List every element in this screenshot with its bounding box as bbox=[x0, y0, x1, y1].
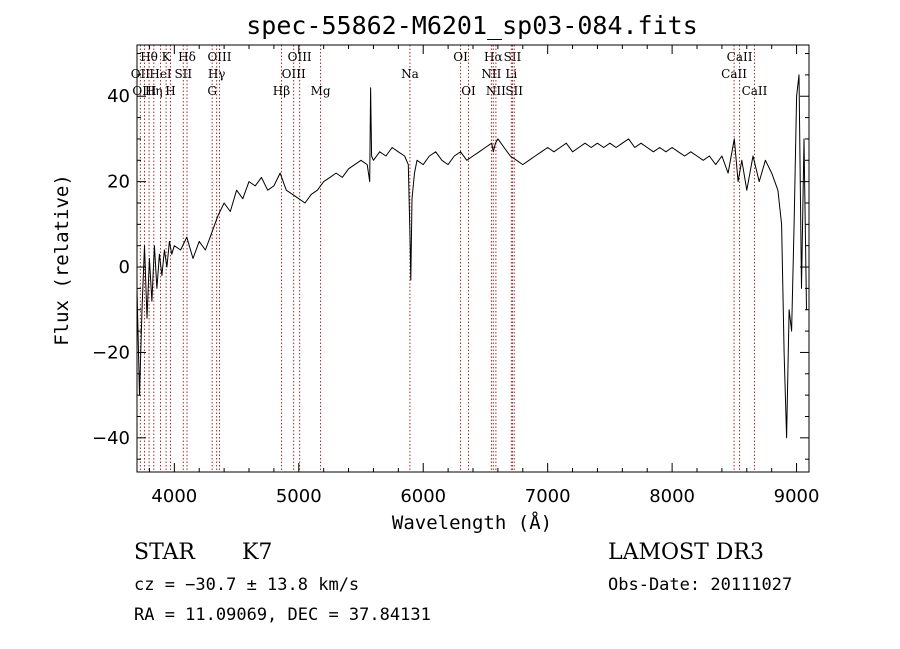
marker-label: OIII bbox=[282, 67, 306, 81]
spectrum-series bbox=[136, 74, 807, 439]
redshift-value: cz = −30.7 ± 13.8 km/s bbox=[134, 575, 360, 595]
chart-title: spec-55862-M6201_sp03-084.fits bbox=[246, 11, 698, 40]
marker-label: OIII bbox=[132, 84, 156, 98]
marker-label: Hα bbox=[484, 50, 503, 64]
marker-label: Mg bbox=[311, 84, 331, 98]
sky-coordinates: RA = 11.09069, DEC = 37.84131 bbox=[134, 605, 431, 625]
marker-label: Li bbox=[505, 67, 517, 81]
marker-label: CaII bbox=[727, 50, 753, 64]
marker-label: CaII bbox=[742, 84, 768, 98]
plot-frame bbox=[136, 44, 810, 473]
marker-label: OI bbox=[461, 84, 476, 98]
marker-label: OIII bbox=[288, 50, 312, 64]
x-tick-label: 8000 bbox=[649, 486, 695, 507]
marker-label: Hγ bbox=[208, 67, 226, 81]
x-tick-label: 7000 bbox=[525, 486, 571, 507]
marker-label: SII bbox=[505, 84, 523, 98]
marker-label: OIII bbox=[207, 50, 231, 64]
y-tick-label: 0 bbox=[119, 257, 130, 278]
y-tick-label: 20 bbox=[107, 172, 130, 193]
object-class: STAR bbox=[134, 540, 195, 565]
survey-name: LAMOST DR3 bbox=[608, 540, 764, 565]
marker-label: OI bbox=[453, 50, 468, 64]
marker-label: G bbox=[207, 84, 217, 98]
marker-label: SII bbox=[504, 50, 522, 64]
marker-label: Hη bbox=[145, 84, 163, 98]
y-axis-label: Flux (relative) bbox=[51, 174, 73, 346]
marker-label: Hδ bbox=[178, 50, 196, 64]
marker-label: Na bbox=[401, 67, 419, 81]
x-axis-label: Wavelength (Å) bbox=[392, 511, 552, 534]
marker-label: Hβ bbox=[273, 84, 290, 98]
spectrum-line bbox=[136, 74, 807, 439]
axis-ticks: 4000 5000 6000 7000 8000 9000 −40 −20 0 20 40 bbox=[92, 45, 819, 507]
x-tick-label: 9000 bbox=[774, 486, 820, 507]
marker-label: H bbox=[165, 84, 175, 98]
marker-label: K bbox=[162, 50, 172, 64]
object-subclass: K7 bbox=[242, 540, 273, 565]
marker-label: SII bbox=[174, 67, 192, 81]
marker-label: OII bbox=[131, 67, 151, 81]
observation-date: Obs-Date: 20111027 bbox=[608, 575, 793, 595]
marker-label: NII bbox=[486, 84, 506, 98]
x-tick-label: 5000 bbox=[276, 486, 322, 507]
y-tick-label: −40 bbox=[92, 428, 130, 449]
marker-label: CaII bbox=[721, 67, 747, 81]
y-tick-label: 40 bbox=[107, 86, 130, 107]
marker-label: Hθ bbox=[140, 50, 158, 64]
marker-label: HeI bbox=[149, 67, 172, 81]
marker-label: NII bbox=[481, 67, 501, 81]
x-tick-label: 6000 bbox=[400, 486, 446, 507]
y-tick-label: −20 bbox=[92, 342, 130, 363]
x-tick-label: 4000 bbox=[151, 486, 197, 507]
